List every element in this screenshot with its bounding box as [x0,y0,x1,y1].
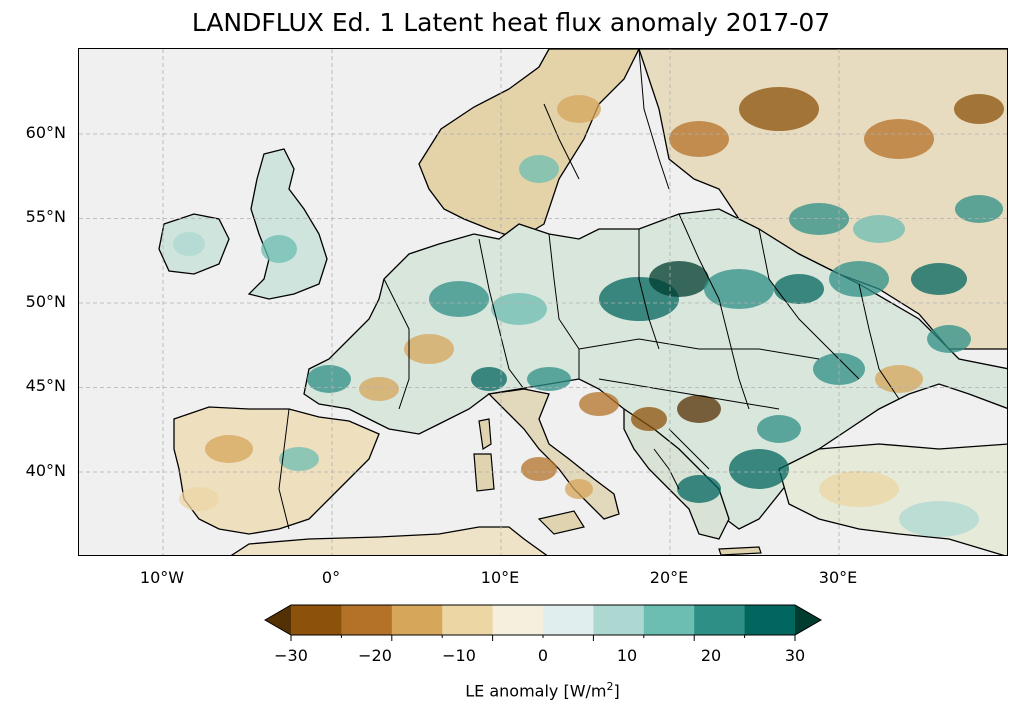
crete [718,546,762,555]
anomaly-patch [789,203,849,235]
lat-tick-40: 40°N [25,461,66,480]
lon-tick-0: 0° [321,568,341,587]
anomaly-patch [307,365,351,393]
anomaly-patch [677,475,721,503]
anomaly-patch [669,121,729,157]
anomaly-patch [565,479,593,499]
anomaly-patch [875,365,923,393]
colorbar-segment [341,605,393,635]
anomaly-patch [471,367,507,391]
colorbar-segment [391,605,443,635]
colorbar [263,604,823,641]
anomaly-patch [579,392,619,416]
anomaly-patch [631,407,667,431]
anomaly-patch [853,215,905,243]
colorbar-tick-label: 10 [616,646,638,665]
anomaly-patch [927,325,971,353]
anomaly-patch [429,281,489,317]
anomaly-patch [955,195,1003,223]
anomaly-patch [519,155,559,183]
anomaly-patch [813,353,865,385]
colorbar-segment [291,605,342,635]
map-title: LANDFLUX Ed. 1 Latent heat flux anomaly … [191,8,831,37]
colorbar-extend-max [795,605,821,635]
colorbar-segment [543,605,594,635]
colorbar-title: LE anomaly [W/m2] [465,680,620,701]
anomaly-patch [261,235,297,263]
lat-tick-45: 45°N [25,376,66,395]
gridlines [79,49,1007,555]
colorbar-tick-label: −20 [358,646,392,665]
colorbar-segment [442,605,494,635]
colorbar-tick-label: 0 [537,646,549,665]
colorbar-segment [643,605,695,635]
balkans-greece [623,407,730,540]
anomaly-patch [404,334,454,364]
anomaly-patch [864,119,934,159]
anomaly-patch [491,293,547,325]
anomaly-patch [899,501,979,537]
lon-tick-20e: 20°E [649,568,689,587]
lon-tick-10e: 10°E [480,568,520,587]
anomaly-patch [521,457,557,481]
colorbar-tick-label: 30 [784,646,806,665]
corsica [478,418,492,450]
anomaly-patch [205,435,253,463]
anomaly-patch [649,261,709,297]
colorbar-extend-min [265,605,291,635]
anomaly-patch [359,377,399,401]
lat-tick-55: 55°N [25,207,66,226]
sicily [537,510,585,535]
lat-tick-60: 60°N [25,123,66,142]
anomaly-patch [954,94,1004,124]
colorbar-tick-label: −10 [442,646,476,665]
anomaly-patch [527,367,571,391]
anomaly-patch [757,415,801,443]
colorbar-segment [593,605,645,635]
map-panel [78,48,1008,556]
anomaly-patch [173,232,205,256]
anomaly-patch [704,269,774,309]
anomaly-patch [911,263,967,295]
colorbar-segment [744,605,796,635]
anomaly-patch [729,449,789,489]
anomaly-patch [739,87,819,131]
lon-tick-10w: 10°W [139,568,185,587]
anomaly-patch [557,95,601,123]
anomaly-patch [774,274,824,304]
lon-tick-30e: 30°E [818,568,858,587]
anomaly-patch [677,395,721,423]
anomaly-patch [179,487,219,511]
sardinia [473,453,495,492]
anomaly-patch [279,447,319,471]
lat-tick-50: 50°N [25,292,66,311]
north-africa [230,526,548,555]
great-britain [247,148,328,300]
colorbar-tick-label: −30 [274,646,308,665]
anomaly-patch [819,471,899,507]
colorbar-segment [694,605,746,635]
anomaly-map [79,49,1007,555]
anomaly-patch [829,261,889,297]
colorbar-segment [492,605,544,635]
colorbar-tick-label: 20 [700,646,722,665]
